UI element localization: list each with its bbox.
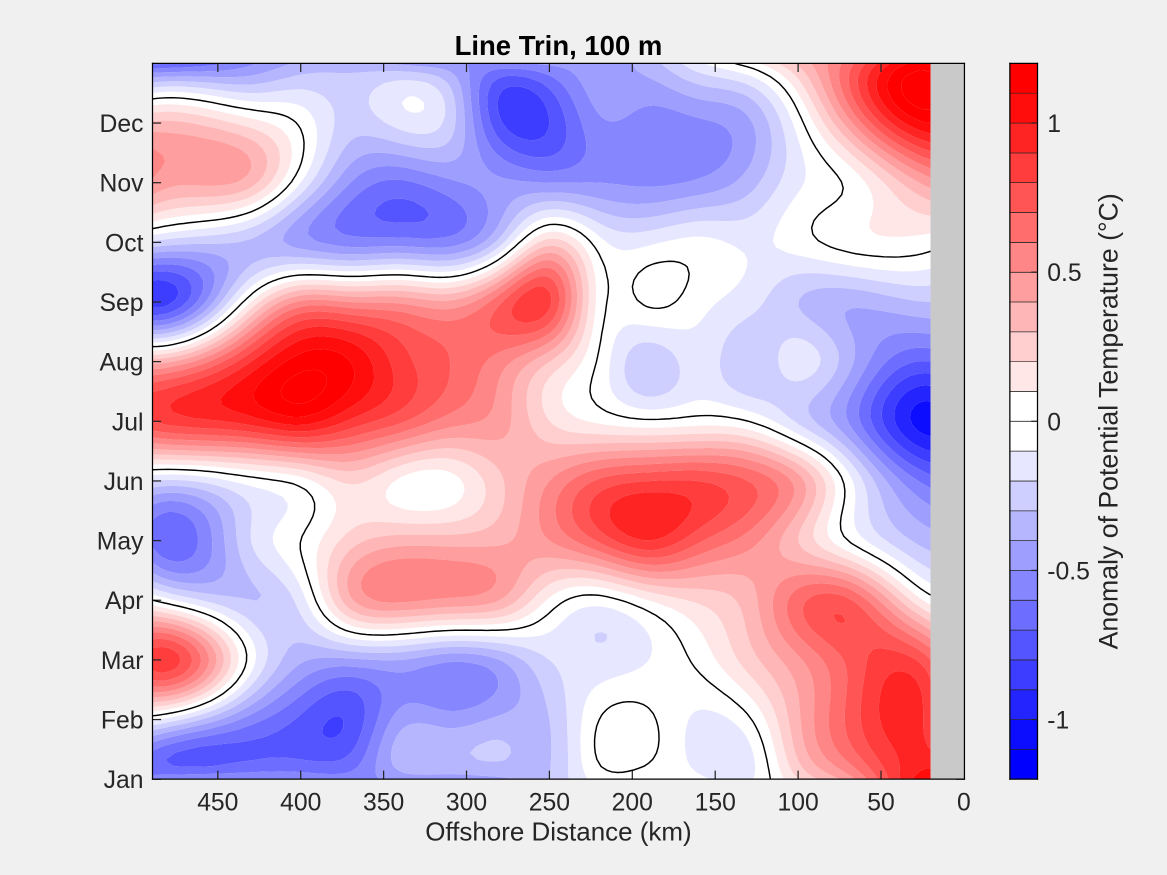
- svg-text:Jul: Jul: [112, 409, 144, 436]
- svg-text:-0.5: -0.5: [1047, 558, 1090, 585]
- svg-text:1: 1: [1047, 111, 1061, 138]
- svg-text:350: 350: [363, 789, 404, 816]
- svg-text:Jan: Jan: [104, 767, 144, 794]
- svg-text:Line Trin, 100 m: Line Trin, 100 m: [455, 30, 663, 61]
- svg-text:Aug: Aug: [99, 350, 143, 377]
- svg-text:0.5: 0.5: [1047, 260, 1081, 287]
- svg-text:May: May: [97, 529, 144, 556]
- svg-text:100: 100: [777, 789, 818, 816]
- svg-text:Nov: Nov: [100, 171, 145, 198]
- svg-text:200: 200: [612, 789, 653, 816]
- svg-text:0: 0: [1047, 409, 1061, 436]
- svg-text:400: 400: [280, 789, 321, 816]
- svg-text:Sep: Sep: [99, 290, 143, 317]
- svg-text:Jun: Jun: [104, 469, 144, 496]
- svg-text:Oct: Oct: [105, 230, 144, 257]
- svg-text:50: 50: [867, 789, 895, 816]
- svg-text:Offshore Distance (km): Offshore Distance (km): [425, 817, 692, 847]
- svg-text:Mar: Mar: [101, 648, 144, 675]
- svg-text:Apr: Apr: [105, 588, 143, 615]
- svg-text:-1: -1: [1047, 708, 1069, 735]
- svg-text:Feb: Feb: [101, 708, 144, 735]
- svg-text:0: 0: [957, 789, 971, 816]
- svg-text:250: 250: [529, 789, 570, 816]
- svg-text:150: 150: [695, 789, 736, 816]
- svg-text:450: 450: [197, 789, 238, 816]
- svg-text:300: 300: [446, 789, 487, 816]
- svg-text:Anomaly of Potential Temperatu: Anomaly of Potential Temperature (°C): [1093, 193, 1123, 649]
- svg-text:Dec: Dec: [100, 111, 144, 138]
